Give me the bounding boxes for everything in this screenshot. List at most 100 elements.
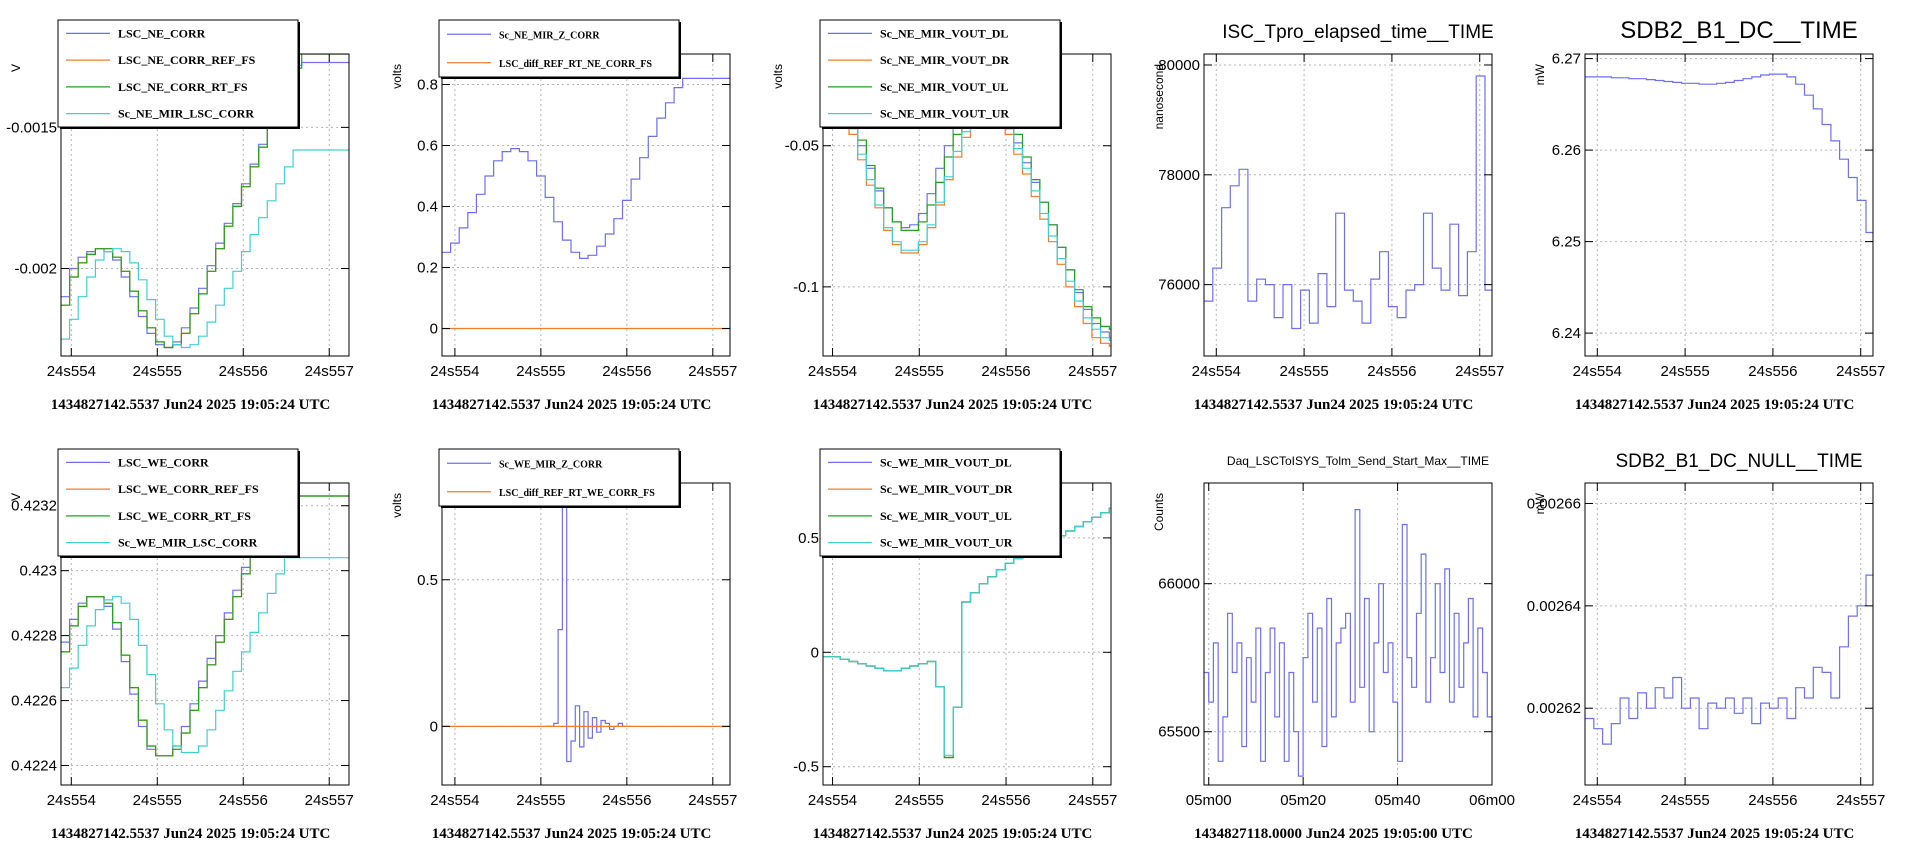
y-axis-label: Counts [1152, 493, 1166, 531]
legend-label: Sc_WE_MIR_VOUT_DL [880, 455, 1012, 469]
legend-label: Sc_NE_MIR_VOUT_DR [880, 53, 1009, 67]
plot-panel: 24s554 24s555 24s556 24s557 76000 78000 80000 n… [1143, 0, 1524, 429]
y-axis-label: mW [1533, 63, 1547, 85]
y-tick-label: -0.0015 [6, 119, 57, 136]
x-tick-label: 24s557 [688, 363, 737, 380]
plot-frame [441, 482, 731, 786]
x-tick-label: 24s555 [1660, 792, 1709, 809]
timestamp-caption: 1434827142.5537 Jun24 2025 19:05:24 UTC [431, 826, 712, 842]
series-line [1204, 75, 1492, 330]
x-tick-label: 05m40 [1375, 792, 1421, 809]
legend-box [819, 448, 1061, 557]
x-tick-label: 24s555 [895, 792, 944, 809]
y-axis-label: volts [390, 64, 404, 89]
x-tick-label: 24s555 [133, 792, 182, 809]
series-line [442, 77, 730, 259]
x-tick-label: 24s555 [1660, 363, 1709, 380]
y-tick-label: 0.00266 [1527, 495, 1581, 512]
plot-svg: 24s554 24s555 24s556 24s557 0.4224 0.4226 0.42… [9, 448, 354, 809]
x-tick-label: 24s556 [219, 792, 268, 809]
x-tick-label: 05m00 [1186, 792, 1232, 809]
y-tick-label: 6.25 [1552, 234, 1581, 251]
plot-svg: 24s554 24s555 24s556 24s557 0 0.2 0.4 0.6 0.8 vol… [390, 19, 737, 380]
legend-label: Sc_NE_MIR_VOUT_DL [880, 26, 1008, 40]
y-tick-label: 0 [430, 718, 438, 735]
y-tick-label: 0.8 [417, 77, 438, 94]
timestamp-caption: 1434827142.5537 Jun24 2025 19:05:24 UTC [1574, 397, 1855, 413]
chart-title: SDB2_B1_DC_NULL__TIME [1615, 451, 1862, 472]
legend-box [438, 448, 680, 507]
x-tick-label: 24s554 [430, 363, 479, 380]
y-tick-label: -0.5 [793, 759, 819, 776]
y-tick-label: 0.4 [417, 199, 438, 216]
x-tick-label: 24s557 [688, 792, 737, 809]
y-tick-label: 0 [430, 321, 438, 338]
timestamp-caption: 1434827142.5537 Jun24 2025 19:05:24 UTC [812, 826, 1093, 842]
x-tick-label: 24s554 [808, 363, 857, 380]
x-tick-label: 24s555 [516, 792, 565, 809]
legend-label: Sc_NE_MIR_VOUT_UL [880, 80, 1008, 94]
y-tick-label: -0.05 [785, 138, 819, 155]
plot-svg: 24s554 24s555 24s556 24s557 6.24 6.25 6.26 6.27… [1533, 17, 1885, 380]
plot-frame [441, 53, 731, 357]
series-line [61, 149, 349, 349]
legend-label: LSC_NE_CORR_RT_FS [118, 80, 248, 94]
x-tick-label: 24s556 [602, 792, 651, 809]
plot-frame [1203, 53, 1493, 357]
plot-panel: 24s554 24s555 24s556 24s557 0 0.2 0.4 0.6 0.8 vol… [381, 0, 762, 429]
y-tick-label: 0.5 [417, 572, 438, 589]
y-axis-label: V [9, 64, 23, 72]
x-tick-label: 24s556 [602, 363, 651, 380]
y-tick-label: 0.2 [417, 260, 438, 277]
legend-label: LSC_NE_CORR_REF_FS [118, 53, 256, 67]
y-tick-label: 0.5 [798, 530, 819, 547]
y-tick-label: 6.27 [1552, 51, 1581, 68]
x-tick-label: 24s555 [516, 363, 565, 380]
plot-svg: 24s554 24s555 24s556 24s557 0.00262 0.00264 0.… [1527, 451, 1886, 809]
legend-box [57, 448, 299, 557]
x-tick-label: 06m00 [1469, 792, 1515, 809]
series-line [823, 507, 1111, 756]
y-axis-label: mW [1533, 492, 1547, 514]
y-tick-label: 0.00264 [1527, 598, 1581, 615]
legend-box [57, 19, 299, 128]
series-line [545, 497, 632, 763]
x-tick-label: 24s556 [1748, 792, 1797, 809]
x-tick-label: 05m20 [1280, 792, 1326, 809]
plot-panel: 05m00 05m20 05m40 06m00 65500 66000 Counts Daq_… [1143, 429, 1524, 858]
x-tick-label: 24s556 [219, 363, 268, 380]
legend-label: Sc_WE_MIR_Z_CORR [499, 459, 603, 470]
x-tick-label: 24s556 [1748, 363, 1797, 380]
legend-label: Sc_WE_MIR_VOUT_UR [880, 536, 1013, 550]
x-tick-label: 24s554 [808, 792, 857, 809]
x-tick-label: 24s556 [1367, 363, 1416, 380]
x-tick-label: 24s557 [305, 363, 354, 380]
chart-title: ISC_Tpro_elapsed_time__TIME [1222, 22, 1493, 43]
y-tick-label: 0.4224 [11, 758, 57, 775]
x-tick-label: 24s556 [981, 363, 1030, 380]
x-tick-label: 24s554 [430, 792, 479, 809]
y-axis-label: volts [390, 493, 404, 518]
timestamp-caption: 1434827142.5537 Jun24 2025 19:05:24 UTC [50, 397, 331, 413]
y-axis-label: V [9, 493, 23, 501]
y-tick-label: 0 [811, 644, 819, 661]
x-tick-label: 24s557 [305, 792, 354, 809]
y-tick-label: 0.6 [417, 138, 438, 155]
x-tick-label: 24s555 [133, 363, 182, 380]
legend-label: LSC_diff_REF_RT_WE_CORR_FS [499, 488, 655, 499]
plot-frame [1584, 482, 1874, 786]
plot-panel: 24s554 24s555 24s556 24s557 0.00262 0.00264 0.… [1524, 429, 1905, 858]
legend-label: Sc_WE_MIR_VOUT_UL [880, 509, 1012, 523]
plot-panel: 24s554 24s555 24s556 24s557 -0.002 -0.0015 V LS… [0, 0, 381, 429]
plot-panel: 24s554 24s555 24s556 24s557 -0.1 -0.05 volts Sc… [762, 0, 1143, 429]
series-line [1585, 73, 1873, 234]
plot-svg: 24s554 24s555 24s556 24s557 0 0.5 volts Sc_WE_M… [390, 448, 737, 809]
legend-label: Sc_NE_MIR_LSC_CORR [118, 107, 254, 121]
y-tick-label: 6.24 [1552, 325, 1581, 342]
x-tick-label: 24s557 [1836, 363, 1885, 380]
legend-label: Sc_WE_MIR_LSC_CORR [118, 536, 258, 550]
x-tick-label: 24s554 [47, 792, 96, 809]
timestamp-caption: 1434827142.5537 Jun24 2025 19:05:24 UTC [431, 397, 712, 413]
plot-svg: 24s554 24s555 24s556 24s557 -0.1 -0.05 volts Sc… [771, 19, 1117, 380]
x-tick-label: 24s557 [1068, 792, 1117, 809]
